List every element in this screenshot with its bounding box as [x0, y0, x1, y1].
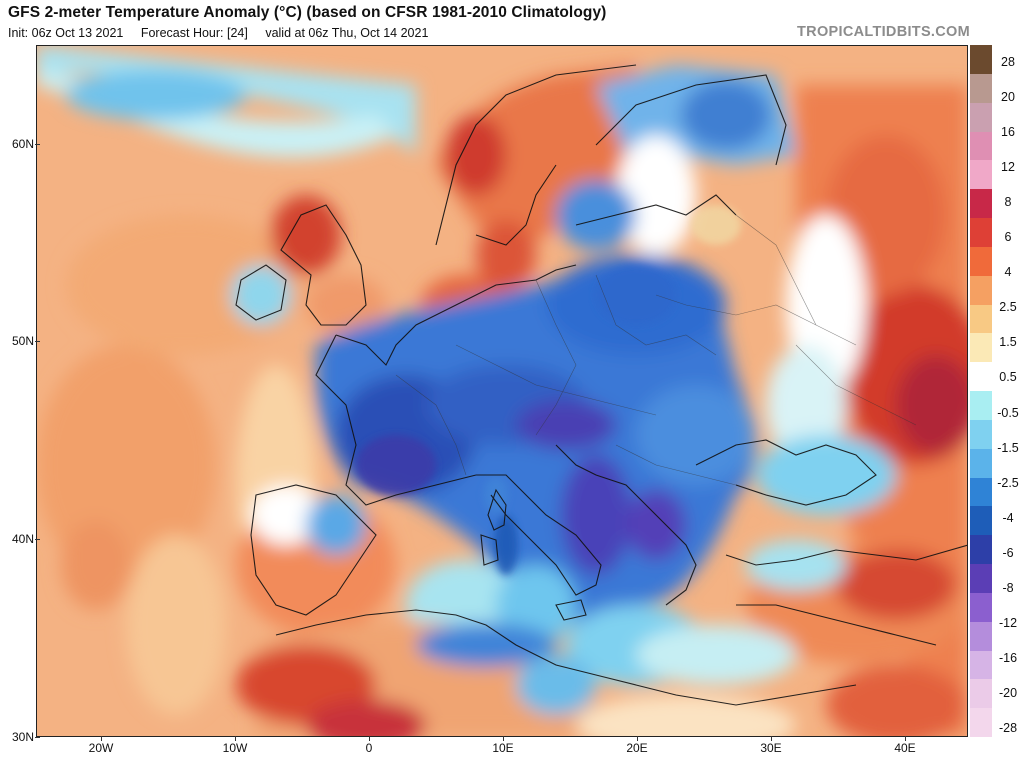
colorbar-segment [970, 189, 992, 219]
lon-label-20e: 20E [617, 736, 657, 755]
brand-logo-text[interactable]: TROPICALTIDBITS.COM [797, 24, 970, 40]
colorbar-tick-label: -12 [998, 615, 1018, 630]
lat-label-60n: 60N [0, 137, 40, 151]
colorbar-tick-label: 16 [1001, 125, 1015, 140]
colorbar-segment [970, 73, 992, 104]
lat-label-50n: 50N [0, 334, 40, 348]
colorbar-segment [970, 246, 992, 277]
anomaly-field [36, 45, 968, 737]
lon-label-10w: 10W [215, 736, 255, 755]
init-time: Init: 06z Oct 13 2021 [8, 26, 124, 40]
colorbar-tick-label: 28 [1001, 55, 1015, 69]
colorbar-tick-label: 6 [1004, 230, 1012, 245]
colorbar-segment [970, 102, 992, 132]
colorbar-segment [970, 419, 992, 450]
map-subtitle: Init: 06z Oct 13 2021 Forecast Hour: [24… [8, 26, 442, 40]
colorbar-tick-label: -1.5 [997, 440, 1019, 455]
colorbar-tick-label: 12 [1001, 160, 1015, 175]
colorbar-segment [970, 477, 992, 507]
colorbar-segment [970, 708, 992, 738]
colorbar-segment [970, 45, 992, 75]
colorbar-tick-label: 0.5 [999, 370, 1017, 385]
colorbar-tick-label: 20 [1001, 90, 1015, 105]
colorbar-segment [970, 275, 992, 305]
colorbar-tick-label: 4 [1004, 265, 1012, 280]
colorbar-segment [970, 131, 992, 161]
lon-label-0: 0 [349, 736, 389, 755]
colorbar-tick-label: -4 [1002, 510, 1014, 525]
colorbar-tick-label: -28 [998, 721, 1018, 735]
colorbar-segment [970, 304, 992, 334]
colorbar-tick-label: -0.5 [997, 405, 1019, 420]
colorbar-segment [970, 535, 992, 565]
colorbar-segment [970, 564, 992, 594]
colorbar-segment [970, 679, 992, 709]
lon-label-20w: 20W [81, 736, 121, 755]
colorbar-tick-label: 1.5 [999, 335, 1017, 350]
lat-label-40n: 40N [0, 532, 40, 546]
map-title: GFS 2-meter Temperature Anomaly (°C) (ba… [8, 4, 607, 21]
colorbar-tick-label: -6 [1002, 545, 1014, 560]
colorbar-tick-label: -8 [1002, 580, 1014, 595]
colorbar-segment [970, 650, 992, 680]
lon-label-30e: 30E [751, 736, 791, 755]
colorbar-segment [970, 218, 992, 248]
colorbar-segment [970, 592, 992, 623]
lon-label-10e: 10E [483, 736, 523, 755]
colorbar-tick-label: -20 [998, 685, 1018, 700]
colorbar-tick-label: 8 [1004, 195, 1012, 210]
colorbar-tick-label: -16 [998, 650, 1018, 665]
colorbar-tick-label: -2.5 [997, 475, 1019, 490]
colorbar-segment [970, 621, 992, 651]
colorbar [970, 45, 992, 738]
colorbar-segment [970, 448, 992, 478]
lat-label-30n: 30N [0, 730, 40, 744]
colorbar-tick-label: 2.5 [999, 300, 1017, 315]
forecast-hour: Forecast Hour: [24] [140, 26, 248, 40]
valid-time: valid at 06z Thu, Oct 14 2021 [265, 26, 429, 40]
colorbar-segment [970, 160, 992, 190]
colorbar-segment [970, 391, 992, 421]
colorbar-segment [970, 506, 992, 536]
lon-label-40e: 40E [885, 736, 925, 755]
colorbar-segment [970, 333, 992, 363]
anomaly-map [36, 45, 968, 737]
colorbar-segment [970, 362, 992, 392]
